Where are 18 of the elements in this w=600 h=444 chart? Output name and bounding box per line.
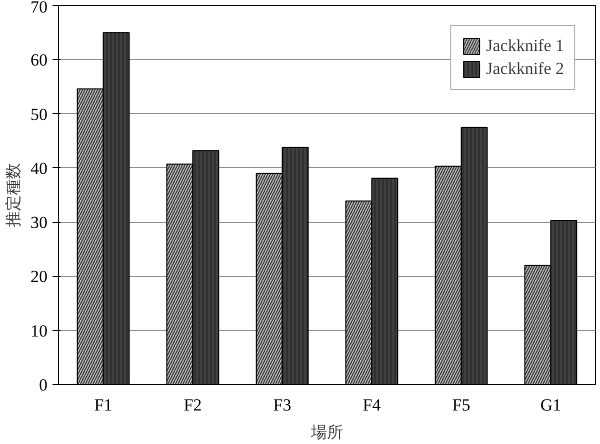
- x-tick-label: F3: [273, 396, 292, 414]
- y-tick-label: 50: [30, 104, 48, 124]
- legend-label: Jackknife 1: [486, 36, 564, 56]
- y-tick-label: 30: [30, 213, 48, 232]
- y-tick-label: 20: [30, 267, 48, 286]
- x-axis-title: 場所: [310, 422, 343, 442]
- legend-label: Jackknife 2: [486, 59, 564, 79]
- y-axis-title: 推定種数: [4, 163, 22, 227]
- x-tick-label: G1: [540, 396, 562, 414]
- x-tick-label: F2: [184, 396, 202, 414]
- y-tick-label: 60: [30, 50, 48, 70]
- x-tick-label: F4: [362, 396, 382, 414]
- y-tick-label: 40: [30, 158, 48, 178]
- y-tick-label: 70: [30, 0, 48, 16]
- x-tick-label: F1: [94, 396, 112, 414]
- y-tick-label: 10: [30, 321, 48, 340]
- x-tick-label: F5: [452, 396, 470, 414]
- y-tick-label: 0: [39, 376, 48, 394]
